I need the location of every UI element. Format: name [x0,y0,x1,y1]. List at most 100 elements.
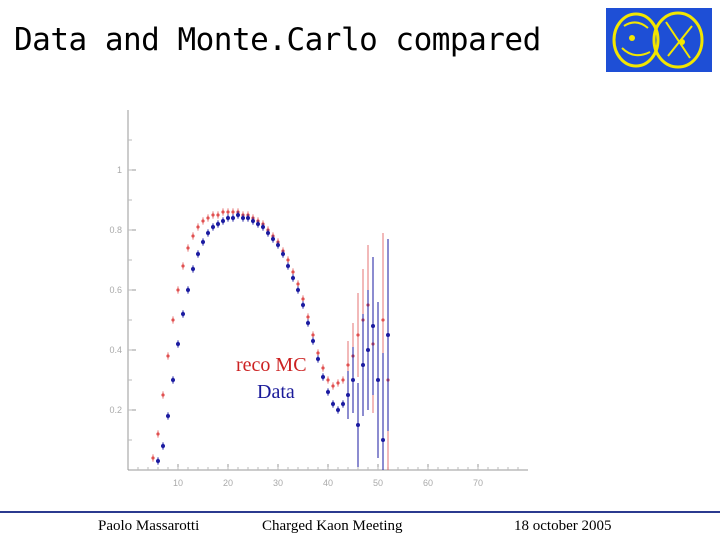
y-tick-label: 0.8 [109,225,122,235]
logo-dot-right [679,39,685,45]
data-point [351,378,355,382]
data-point [206,231,210,235]
data-point [216,222,220,226]
mc-point [181,264,185,268]
mc-point [211,213,215,217]
data-point [221,219,225,223]
data-point [291,276,295,280]
mc-point [231,210,235,214]
data-point [331,402,335,406]
data-point [201,240,205,244]
series-reco-mc [151,208,390,470]
mc-point [186,246,190,250]
x-tick-label: 40 [323,478,333,488]
y-tick-label: 0.6 [109,285,122,295]
mc-point [326,378,330,382]
data-point [361,363,365,367]
data-point [186,288,190,292]
y-tick-label: 0.4 [109,345,122,355]
efficiency-chart: 10 20 30 40 50 60 70 0.2 0.4 0.6 0.8 1 [109,110,528,488]
data-point [171,378,175,382]
logo-dot-left [629,35,635,41]
data-point [306,321,310,325]
data-point [226,216,230,220]
data-point [266,231,270,235]
mc-point [311,333,315,337]
mc-point [201,219,205,223]
mc-point [161,393,165,397]
data-point [211,225,215,229]
data-point [381,438,385,442]
logo-strokes [621,21,693,59]
y-tick-label: 0.2 [109,405,122,415]
data-point [311,339,315,343]
data-point [276,243,280,247]
mc-point [286,258,290,262]
data-point [261,225,265,229]
data-point [321,375,325,379]
legend-data: Data [257,381,295,403]
data-point [166,414,170,418]
footer-author: Paolo Massarotti [98,518,200,534]
data-point [346,393,350,397]
data-point [281,252,285,256]
data-point [356,423,360,427]
data-point [176,342,180,346]
legend-reco-mc: reco MC [236,354,307,376]
x-tick-label: 50 [373,478,383,488]
data-point [316,357,320,361]
data-point [286,264,290,268]
x-tick-label: 70 [473,478,483,488]
data-point [181,312,185,316]
mc-point [331,384,335,388]
data-point [161,444,165,448]
data-point [196,252,200,256]
x-tick-label: 10 [173,478,183,488]
data-point [256,222,260,226]
mc-point [316,351,320,355]
mc-point [306,315,310,319]
mc-point [321,366,325,370]
data-point [246,216,250,220]
mc-point [176,288,180,292]
x-tick-label: 60 [423,478,433,488]
mc-point [296,282,300,286]
mc-point [171,318,175,322]
mc-point [381,318,385,322]
mc-point [336,381,340,385]
data-point [241,216,245,220]
data-point [156,459,160,463]
mc-point [291,270,295,274]
logo-ring-right [652,11,704,69]
data-point [341,402,345,406]
data-point [296,288,300,292]
mc-point [191,234,195,238]
data-point [301,303,305,307]
data-point [231,216,235,220]
mc-point [356,333,360,337]
y-tick-label: 1 [117,165,122,175]
mc-point [151,456,155,460]
data-point [386,333,390,337]
data-point [376,378,380,382]
footer-date: 18 october 2005 [514,518,612,534]
slide-title: Data and Monte.Carlo compared [14,22,541,58]
x-tick-label: 30 [273,478,283,488]
mc-point [341,378,345,382]
series-data [156,211,390,470]
data-point [236,213,240,217]
kloe-logo [606,8,712,72]
mc-point [301,297,305,301]
mc-point [156,432,160,436]
mc-point [206,216,210,220]
data-point [271,237,275,241]
data-point [191,267,195,271]
data-point [336,408,340,412]
x-tick-label: 20 [223,478,233,488]
mc-point [346,363,350,367]
mc-point [216,213,220,217]
footer-event: Charged Kaon Meeting [262,518,403,534]
data-point [326,390,330,394]
mc-point [166,354,170,358]
mc-point [226,210,230,214]
